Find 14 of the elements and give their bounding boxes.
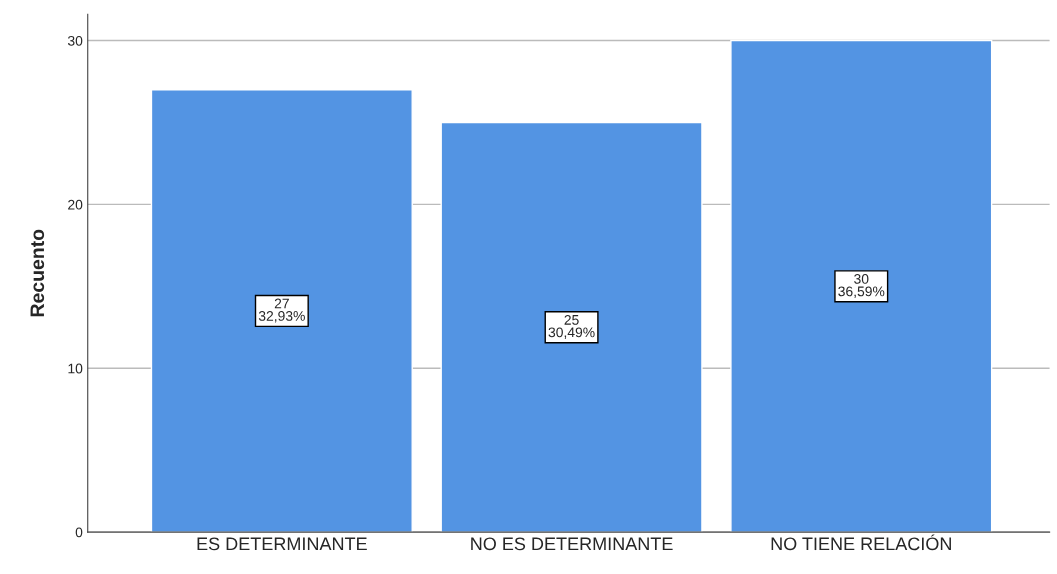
y-tick-label: 20 (68, 199, 83, 210)
x-tick-label: ES DETERMINANTE (197, 537, 367, 551)
data-label: 25 30,49% (548, 314, 595, 339)
y-tick-label: 10 (68, 363, 83, 374)
y-tick-label: 0 (75, 527, 83, 538)
x-tick-label: NO TIENE RELACIÓN (771, 534, 951, 551)
y-axis-title: Recuento (30, 229, 45, 317)
y-tick-label: 30 (67, 35, 83, 46)
data-label: 27 32,93% (258, 298, 305, 323)
bar (730, 39, 993, 533)
bar (440, 121, 703, 533)
data-label: 30 36,59% (838, 274, 885, 298)
bar (150, 89, 413, 533)
x-tick-label: NO ES DETERMINANTE (471, 537, 673, 551)
